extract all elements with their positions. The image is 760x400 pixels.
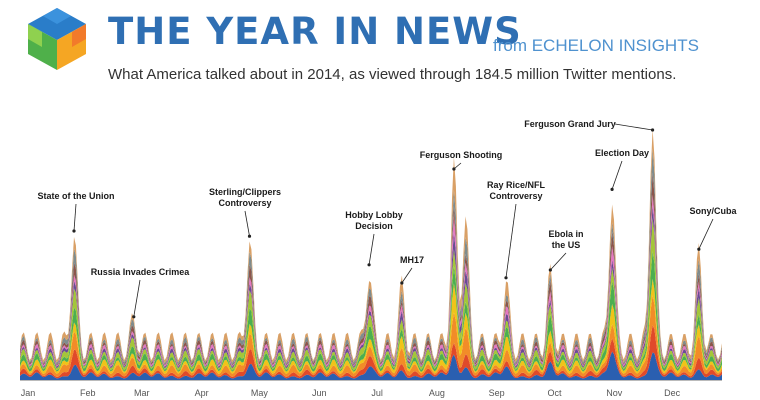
annotation: Russia Invades Crimea [91,267,191,319]
annotation-arrowhead [452,167,456,171]
publisher-credit: from ECHELON INSIGHTS [493,36,699,55]
annotation-leader [401,267,413,284]
x-tick-label: Jul [371,388,383,398]
annotation-label: Ferguson Grand Jury [524,119,616,129]
header: THE YEAR IN NEWS from ECHELON INSIGHTS W… [0,0,760,110]
cube-logo-icon [28,8,86,70]
annotation: Ebola in the US [548,229,584,272]
annotation: Sony/Cuba [689,206,737,251]
annotation-label: Election Day [595,148,649,158]
x-tick-label: Jan [21,388,36,398]
area-layers [20,129,722,380]
annotation: Ray Rice/NFL Controversy [487,180,546,280]
area-layer-6 [20,218,722,371]
x-tick-label: Nov [606,388,623,398]
annotation-label: Ray Rice/NFL Controversy [487,180,546,201]
annotations: State of the Union Russia Invades Crimea S… [38,119,737,319]
annotation-leader [614,123,653,131]
area-layer-8 [20,194,722,367]
area-layer-9 [20,172,722,366]
annotation-leader [368,233,375,265]
annotation-leader [505,203,517,278]
x-tick-label: Feb [80,388,96,398]
x-tick-label: May [251,388,269,398]
annotation-label: MH17 [400,255,424,265]
annotation-label: Ferguson Shooting [420,150,503,160]
x-axis: Jan Feb Mar Apr May Jun Jul Aug Sep Oct Nov Dec [20,380,722,398]
annotation-arrowhead [504,276,508,280]
annotation-arrowhead [247,234,252,238]
streamgraph-chart: State of the Union Russia Invades Crimea S… [20,119,737,398]
annotation-label: Sterling/Clippers Controversy [209,187,281,208]
x-tick-label: Aug [429,388,445,398]
x-tick-label: Apr [195,388,209,398]
annotation: State of the Union [38,191,115,233]
annotation-arrowhead [367,263,371,267]
annotation: MH17 [400,255,424,285]
x-tick-label: Sep [489,388,505,398]
annotation-leader [698,218,714,250]
annotation: Sterling/Clippers Controversy [209,187,281,238]
page-title: THE YEAR IN NEWS [108,10,522,53]
annotation: Hobby Lobby Decision [345,210,403,267]
annotation-arrowhead [697,247,701,251]
annotation-leader [244,210,250,237]
annotation-arrowhead [650,128,655,132]
annotation: Election Day [595,148,649,191]
annotation-arrowhead [132,315,136,319]
page-subtitle: What America talked about in 2014, as vi… [108,66,677,83]
area-layer-7 [20,205,722,369]
annotation-leader [73,203,77,232]
annotation-leader [133,279,141,317]
area-layer-11 [20,129,722,364]
area-layer-3 [20,295,722,377]
annotation: Ferguson Grand Jury [524,119,655,132]
annotation-arrowhead [548,268,552,272]
x-tick-label: Mar [134,388,150,398]
annotation-label: Russia Invades Crimea [91,267,191,277]
area-layer-1 [20,351,722,380]
annotation-leader [550,252,567,271]
x-tick-label: Dec [664,388,681,398]
x-tick-label: Oct [547,388,562,398]
area-layer-4 [20,278,722,374]
annotation-label: Sony/Cuba [689,206,737,216]
annotation: Ferguson Shooting [420,150,503,171]
annotation-label: Hobby Lobby Decision [345,210,403,231]
annotation-arrowhead [72,229,76,233]
annotation-leader [611,160,623,190]
annotation-label: Ebola in the US [548,229,583,250]
area-layer-10 [20,148,722,365]
area-layer-2 [20,325,722,379]
area-layer-5 [20,251,722,372]
x-tick-label: Jun [312,388,327,398]
annotation-arrowhead [400,281,404,285]
annotation-arrowhead [610,187,614,191]
annotation-label: State of the Union [38,191,115,201]
